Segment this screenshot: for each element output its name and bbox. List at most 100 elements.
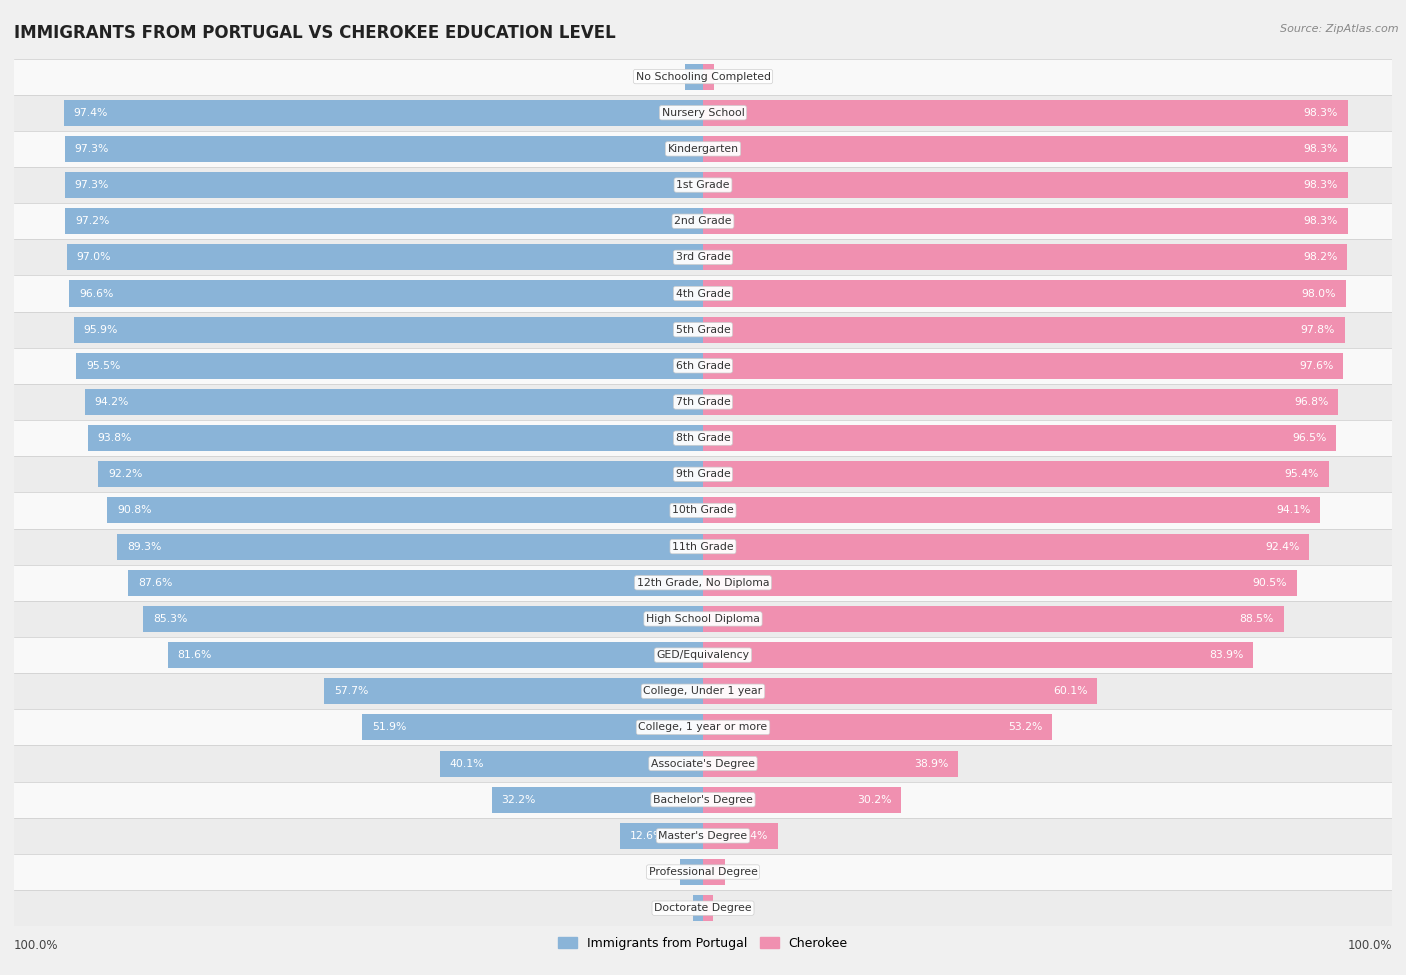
Text: 97.2%: 97.2%	[75, 216, 110, 226]
Text: 32.2%: 32.2%	[502, 795, 536, 804]
Bar	[14, 384, 1392, 420]
Bar	[703, 172, 1348, 198]
Text: 38.9%: 38.9%	[914, 759, 949, 768]
Text: 95.9%: 95.9%	[83, 325, 118, 334]
Bar	[14, 420, 1392, 456]
Text: 97.3%: 97.3%	[75, 144, 108, 154]
Text: Nursery School: Nursery School	[662, 107, 744, 118]
Text: 97.0%: 97.0%	[76, 253, 111, 262]
Text: 95.4%: 95.4%	[1285, 469, 1319, 480]
Bar	[167, 643, 703, 668]
Bar	[14, 746, 1392, 782]
Bar	[703, 245, 1347, 270]
Text: 6th Grade: 6th Grade	[676, 361, 730, 370]
Text: 95.5%: 95.5%	[86, 361, 121, 370]
Bar	[14, 58, 1392, 95]
Text: 90.8%: 90.8%	[117, 505, 152, 516]
Text: 11th Grade: 11th Grade	[672, 541, 734, 552]
Bar	[98, 461, 703, 488]
Text: 92.4%: 92.4%	[1265, 541, 1299, 552]
Text: 2.7%: 2.7%	[651, 71, 679, 82]
Bar	[14, 239, 1392, 275]
Bar	[14, 456, 1392, 492]
Text: 1st Grade: 1st Grade	[676, 180, 730, 190]
Bar	[703, 461, 1329, 488]
Bar	[66, 245, 703, 270]
Text: 96.6%: 96.6%	[79, 289, 114, 298]
Text: 83.9%: 83.9%	[1209, 650, 1244, 660]
Bar	[703, 605, 1284, 632]
Bar	[703, 823, 778, 849]
Bar	[681, 859, 703, 885]
Text: GED/Equivalency: GED/Equivalency	[657, 650, 749, 660]
Bar	[703, 715, 1052, 740]
Bar	[63, 99, 703, 126]
Bar	[492, 787, 703, 813]
Text: 94.2%: 94.2%	[94, 397, 129, 407]
Bar	[14, 348, 1392, 384]
Text: IMMIGRANTS FROM PORTUGAL VS CHEROKEE EDUCATION LEVEL: IMMIGRANTS FROM PORTUGAL VS CHEROKEE EDU…	[14, 24, 616, 42]
Bar	[703, 425, 1336, 451]
Bar	[685, 63, 703, 90]
Text: 10th Grade: 10th Grade	[672, 505, 734, 516]
Bar	[14, 637, 1392, 673]
Text: Master's Degree: Master's Degree	[658, 831, 748, 840]
Bar	[14, 312, 1392, 348]
Text: 98.3%: 98.3%	[1303, 107, 1339, 118]
Text: 2nd Grade: 2nd Grade	[675, 216, 731, 226]
Bar	[703, 679, 1097, 704]
Bar	[143, 605, 703, 632]
Text: 97.3%: 97.3%	[75, 180, 108, 190]
Bar	[14, 203, 1392, 239]
Bar	[620, 823, 703, 849]
Text: 40.1%: 40.1%	[450, 759, 484, 768]
Bar	[703, 209, 1348, 234]
Bar	[87, 425, 703, 451]
Bar	[128, 569, 703, 596]
Text: 81.6%: 81.6%	[177, 650, 212, 660]
Text: College, 1 year or more: College, 1 year or more	[638, 722, 768, 732]
Bar	[703, 895, 713, 921]
Text: 90.5%: 90.5%	[1253, 578, 1286, 588]
Text: 11.4%: 11.4%	[734, 831, 768, 840]
Text: 96.8%: 96.8%	[1294, 397, 1329, 407]
Bar	[69, 281, 703, 306]
Bar	[703, 353, 1343, 379]
Text: 100.0%: 100.0%	[1347, 939, 1392, 952]
Bar	[440, 751, 703, 776]
Bar	[107, 497, 703, 524]
Text: Bachelor's Degree: Bachelor's Degree	[652, 795, 754, 804]
Bar	[76, 353, 703, 379]
Bar	[703, 136, 1348, 162]
Text: 57.7%: 57.7%	[335, 686, 368, 696]
Bar	[363, 715, 703, 740]
Text: 100.0%: 100.0%	[14, 939, 59, 952]
Text: 92.2%: 92.2%	[108, 469, 142, 480]
Bar	[14, 131, 1392, 167]
Bar	[14, 275, 1392, 312]
Text: 89.3%: 89.3%	[127, 541, 162, 552]
Bar	[117, 533, 703, 560]
Text: 8th Grade: 8th Grade	[676, 433, 730, 444]
Bar	[73, 317, 703, 342]
Text: 1.5%: 1.5%	[659, 903, 686, 914]
Text: 98.3%: 98.3%	[1303, 144, 1339, 154]
Text: 7th Grade: 7th Grade	[676, 397, 730, 407]
Bar	[703, 99, 1348, 126]
Bar	[65, 136, 703, 162]
Text: 98.3%: 98.3%	[1303, 180, 1339, 190]
Text: 88.5%: 88.5%	[1240, 614, 1274, 624]
Text: 94.1%: 94.1%	[1277, 505, 1310, 516]
Bar	[703, 859, 724, 885]
Text: 12.6%: 12.6%	[630, 831, 665, 840]
Text: High School Diploma: High School Diploma	[647, 614, 759, 624]
Text: 98.3%: 98.3%	[1303, 216, 1339, 226]
Text: No Schooling Completed: No Schooling Completed	[636, 71, 770, 82]
Bar	[14, 95, 1392, 131]
Text: 1.7%: 1.7%	[721, 71, 748, 82]
Bar	[14, 167, 1392, 203]
Bar	[14, 854, 1392, 890]
Bar	[14, 890, 1392, 926]
Bar	[14, 528, 1392, 565]
Text: 98.2%: 98.2%	[1303, 253, 1337, 262]
